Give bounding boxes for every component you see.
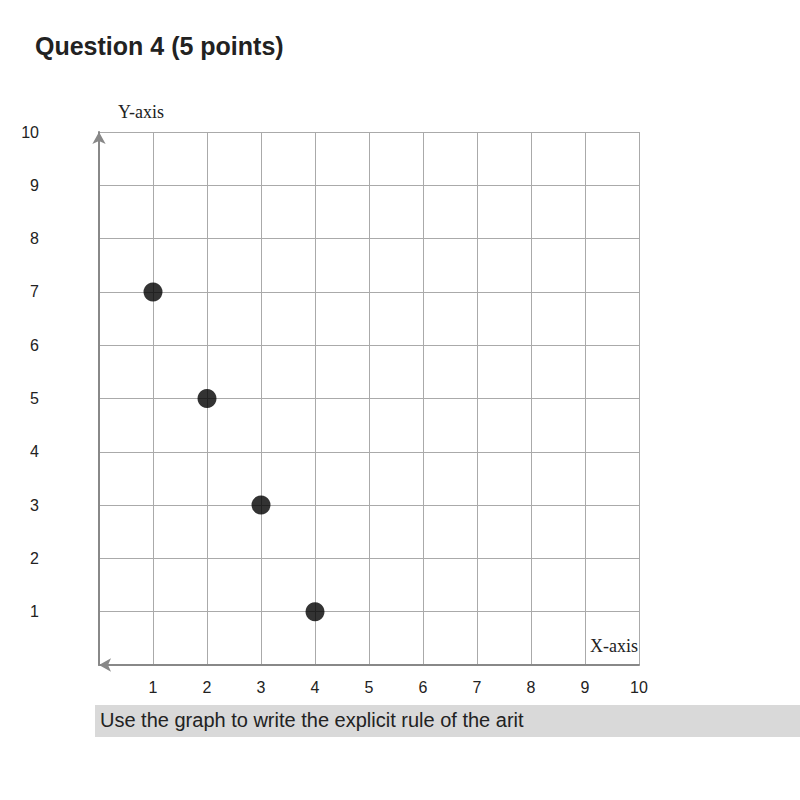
svg-text:3: 3 xyxy=(30,497,39,514)
svg-text:5: 5 xyxy=(30,390,39,407)
svg-text:4: 4 xyxy=(311,679,320,696)
svg-text:5: 5 xyxy=(365,679,374,696)
svg-text:9: 9 xyxy=(581,679,590,696)
svg-text:1: 1 xyxy=(30,603,39,620)
svg-text:8: 8 xyxy=(527,679,536,696)
svg-text:X-axis: X-axis xyxy=(590,636,638,656)
svg-text:6: 6 xyxy=(419,679,428,696)
svg-text:1: 1 xyxy=(149,679,158,696)
svg-text:Question 4 (5 points): Question 4 (5 points) xyxy=(35,32,284,60)
svg-text:Y-axis: Y-axis xyxy=(118,102,164,122)
svg-text:10: 10 xyxy=(21,124,39,141)
svg-text:3: 3 xyxy=(257,679,266,696)
svg-text:9: 9 xyxy=(30,177,39,194)
svg-text:7: 7 xyxy=(30,283,39,300)
svg-text:6: 6 xyxy=(30,337,39,354)
svg-text:7: 7 xyxy=(473,679,482,696)
svg-text:8: 8 xyxy=(30,230,39,247)
svg-text:4: 4 xyxy=(30,443,39,460)
svg-text:10: 10 xyxy=(630,679,648,696)
svg-text:2: 2 xyxy=(30,550,39,567)
svg-text:Use the graph to write the exp: Use the graph to write the explicit rule… xyxy=(100,709,524,731)
svg-text:2: 2 xyxy=(203,679,212,696)
